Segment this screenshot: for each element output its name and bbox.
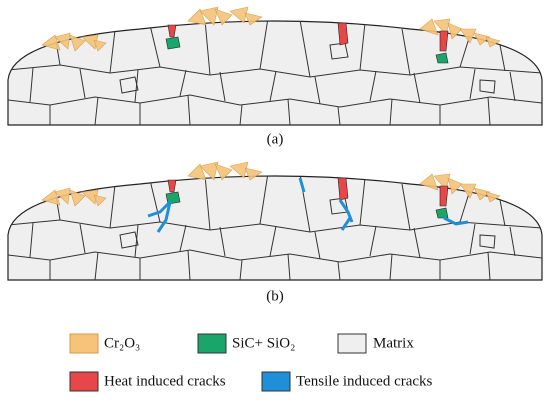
- panel-b: [8, 161, 542, 280]
- legend-label: SiC+ SiO₂: [232, 335, 295, 351]
- legend-label: Heat induced cracks: [104, 373, 226, 389]
- panel-a: [8, 6, 542, 125]
- legend-label: Matrix: [373, 335, 414, 351]
- swatch: [337, 333, 367, 354]
- legend: Cr₂O₃ SiC+ SiO₂ Matrix Heat induced crac…: [69, 333, 433, 392]
- swatch: [69, 371, 99, 392]
- panel-label: (b): [266, 288, 284, 304]
- legend-label: Tensile induced cracks: [296, 373, 433, 389]
- swatch: [197, 333, 227, 354]
- swatch: [69, 333, 99, 354]
- panel-label: (a): [267, 131, 284, 147]
- swatch: [261, 371, 291, 392]
- legend-label: Cr₂O₃: [104, 335, 140, 351]
